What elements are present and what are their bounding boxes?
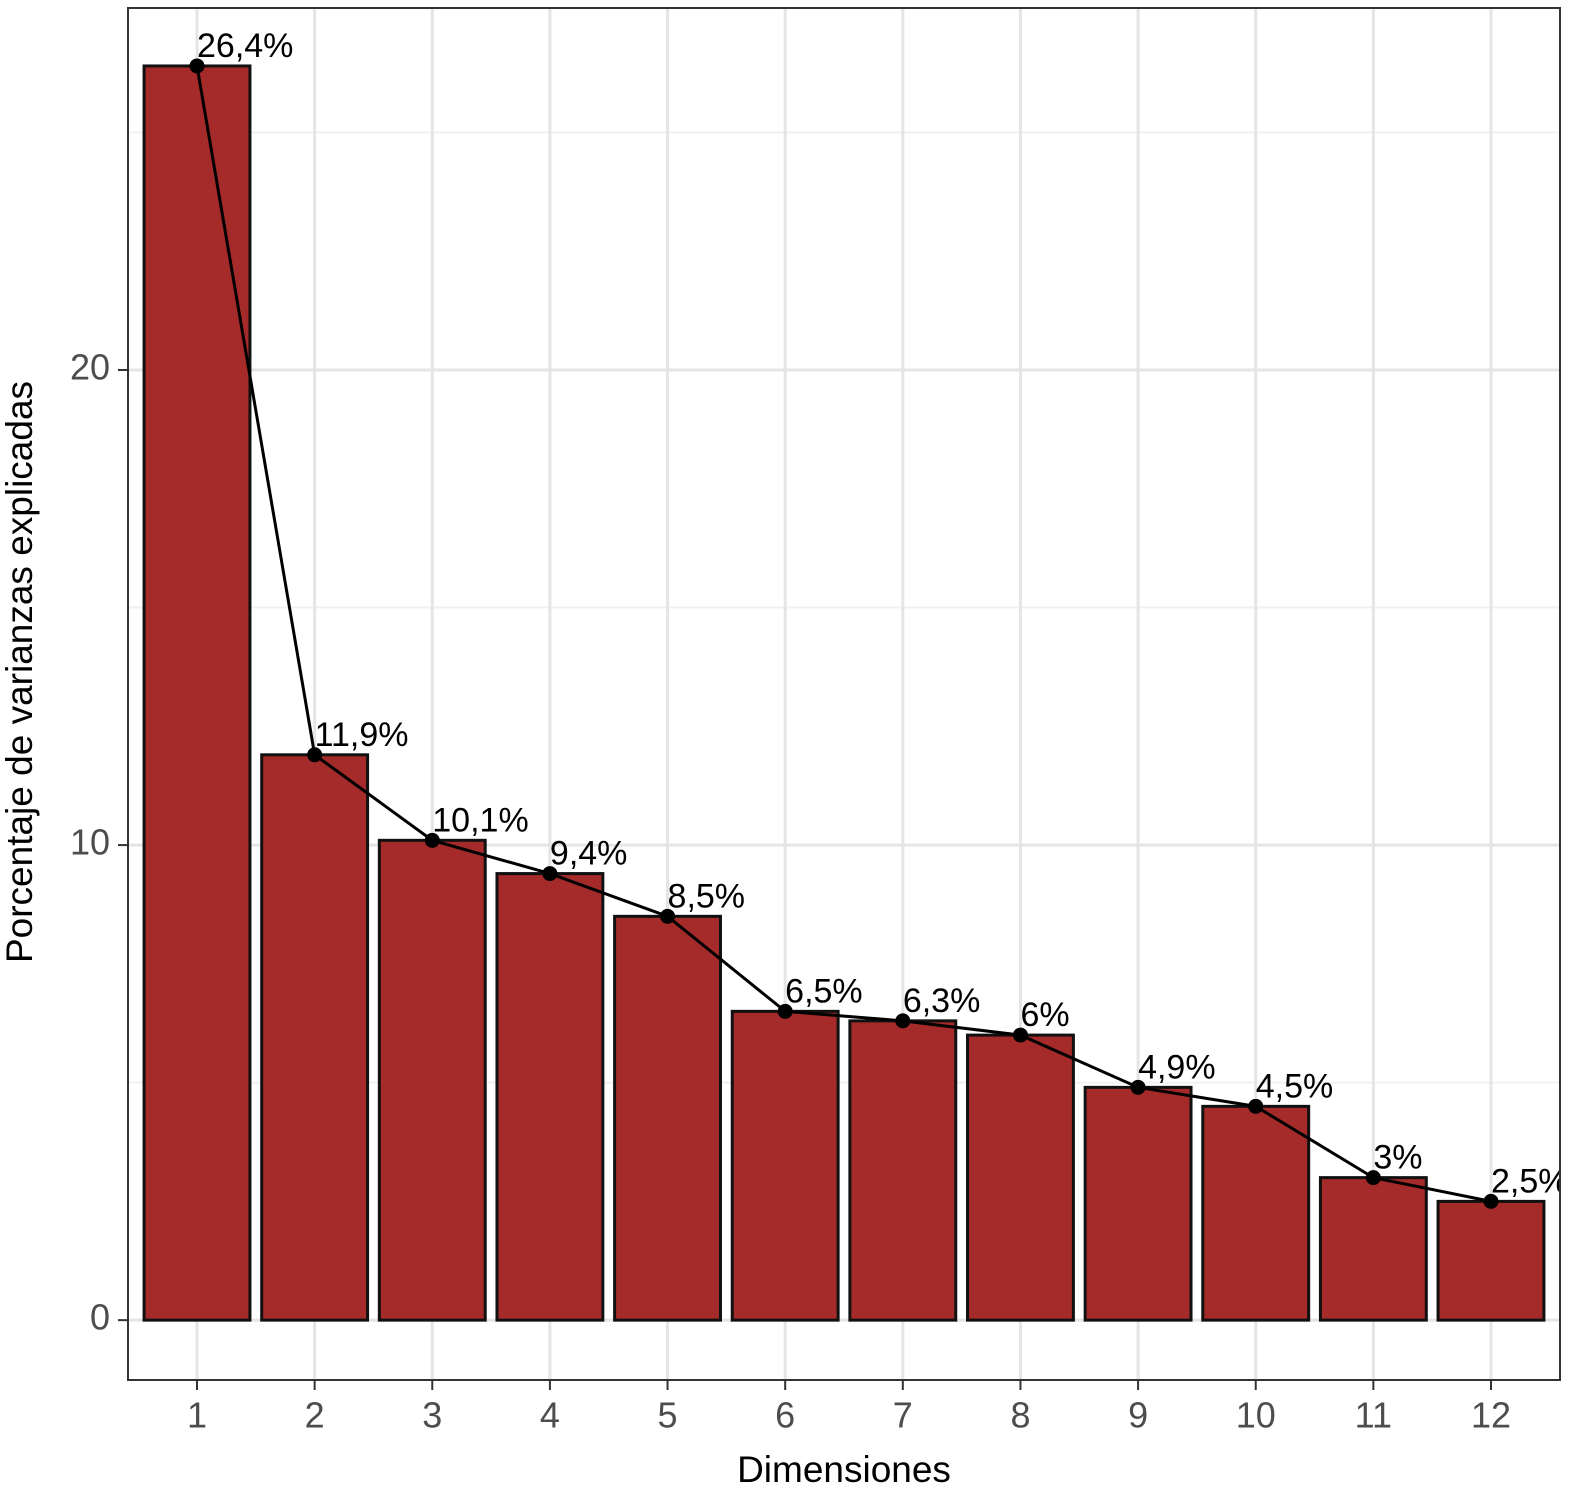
bar [260,753,370,1322]
value-label: 3% [1373,1139,1422,1177]
point [307,747,323,763]
value-label: 10,1% [432,801,528,839]
x-tick-label: 12 [1471,1395,1511,1436]
point [189,58,205,74]
point [1365,1170,1381,1186]
bar [848,1019,958,1322]
x-tick-label: 8 [1010,1395,1030,1436]
panel-border [127,7,1561,1381]
value-label: 9,4% [550,835,628,873]
value-label: 4,5% [1256,1067,1334,1105]
x-axis-title: Dimensiones [737,1449,951,1490]
y-tick-label: 20 [70,347,110,388]
bar [1436,1199,1546,1322]
bar [142,64,252,1322]
point [424,832,440,848]
value-label: 4,9% [1138,1048,1216,1086]
x-tick-label: 10 [1236,1395,1276,1436]
value-label: 6% [1020,996,1069,1034]
bar [1201,1104,1311,1322]
bar [1318,1176,1428,1322]
bar [1083,1085,1193,1322]
bar [377,838,487,1322]
x-tick-label: 2 [305,1395,325,1436]
point [660,908,676,924]
y-tick-label: 10 [70,822,110,863]
y-axis-title: Porcentaje de varianzas explicadas [0,381,40,963]
value-label: 6,5% [785,972,863,1010]
value-label: 8,5% [668,877,746,915]
point [895,1013,911,1029]
point [1248,1098,1264,1114]
x-tick-label: 6 [775,1395,795,1436]
value-label: 11,9% [315,716,409,754]
value-label: 2,5% [1491,1162,1569,1200]
x-tick-label: 7 [893,1395,913,1436]
x-tick-label: 11 [1355,1395,1392,1436]
x-tick-label: 9 [1128,1395,1148,1436]
value-label: 26,4% [197,27,293,65]
point [542,866,558,882]
x-tick-label: 1 [187,1395,207,1436]
y-tick-label: 0 [90,1297,110,1338]
value-label: 6,3% [903,982,981,1020]
bar [730,1009,840,1322]
point [1012,1027,1028,1043]
marks: 26,4% 11,9% 10,1% 9,4% 8,5% 6,5% 6,3% 6% 4,9% 4,5… [142,27,1569,1322]
point [1130,1079,1146,1095]
bar [495,872,605,1322]
x-tick-label: 5 [658,1395,678,1436]
bar [613,914,722,1322]
bar [966,1033,1075,1322]
line [195,65,1492,1203]
point [1483,1193,1499,1209]
x-tick-label: 3 [422,1395,442,1436]
point [777,1003,793,1019]
x-tick-label: 4 [540,1395,560,1436]
